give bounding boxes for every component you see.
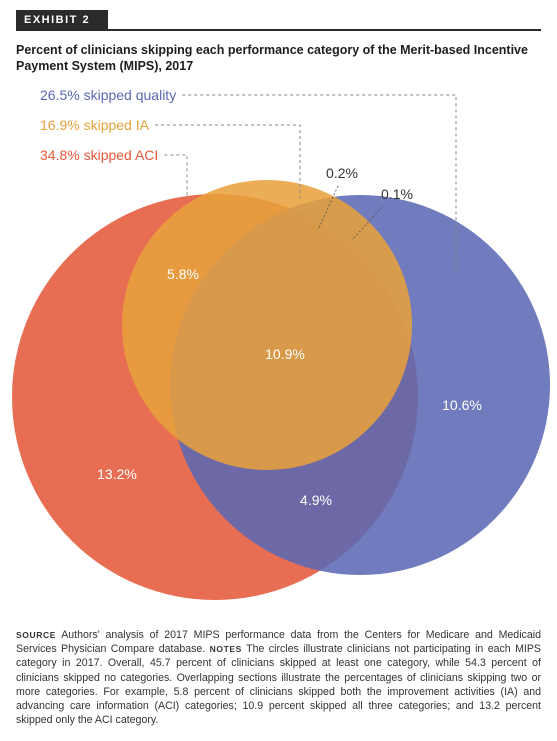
footnote: Source Authors' analysis of 2017 MIPS pe… [16,628,541,727]
leader-line-ia [154,124,301,200]
region-label-ia: 0.2% [326,165,358,181]
legend-ia: 16.9% skipped IA [40,117,150,133]
leader-line-aci [164,154,188,198]
region-labels: 13.2% 10.6% 0.2% 5.8% 4.9% 0.1% 10.9% [97,165,482,508]
exhibit-label: EXHIBIT 2 [16,10,108,30]
notes-text: The circles illustrate clinicians not pa… [16,643,541,727]
pointer-ia-quality [351,206,383,241]
legend-aci: 34.8% skipped ACI [40,147,158,163]
venn-circles [12,180,550,600]
exhibit-rule [16,29,541,31]
pointer-ia-only [317,185,339,231]
leader-line-quality [182,94,457,272]
circle-ia [122,180,412,470]
region-label-aci: 13.2% [97,466,137,482]
region-label-aci-quality: 4.9% [300,492,332,508]
region-label-ia-quality: 0.1% [381,186,413,202]
source-text: Authors' analysis of 2017 MIPS performan… [16,629,541,656]
legend-leader-lines [154,94,457,272]
notes-heading: Notes [209,644,242,655]
region-label-aci-ia: 5.8% [167,266,199,282]
venn-legend: 26.5% skipped quality 16.9% skipped IA 34.… [40,87,176,163]
region-label-quality: 10.6% [442,397,482,413]
chart-title: Percent of clinicians skipping each perf… [16,43,528,73]
region-label-aci-ia-quality: 10.9% [265,346,305,362]
source-heading: Source [16,630,56,640]
legend-quality: 26.5% skipped quality [40,87,176,103]
